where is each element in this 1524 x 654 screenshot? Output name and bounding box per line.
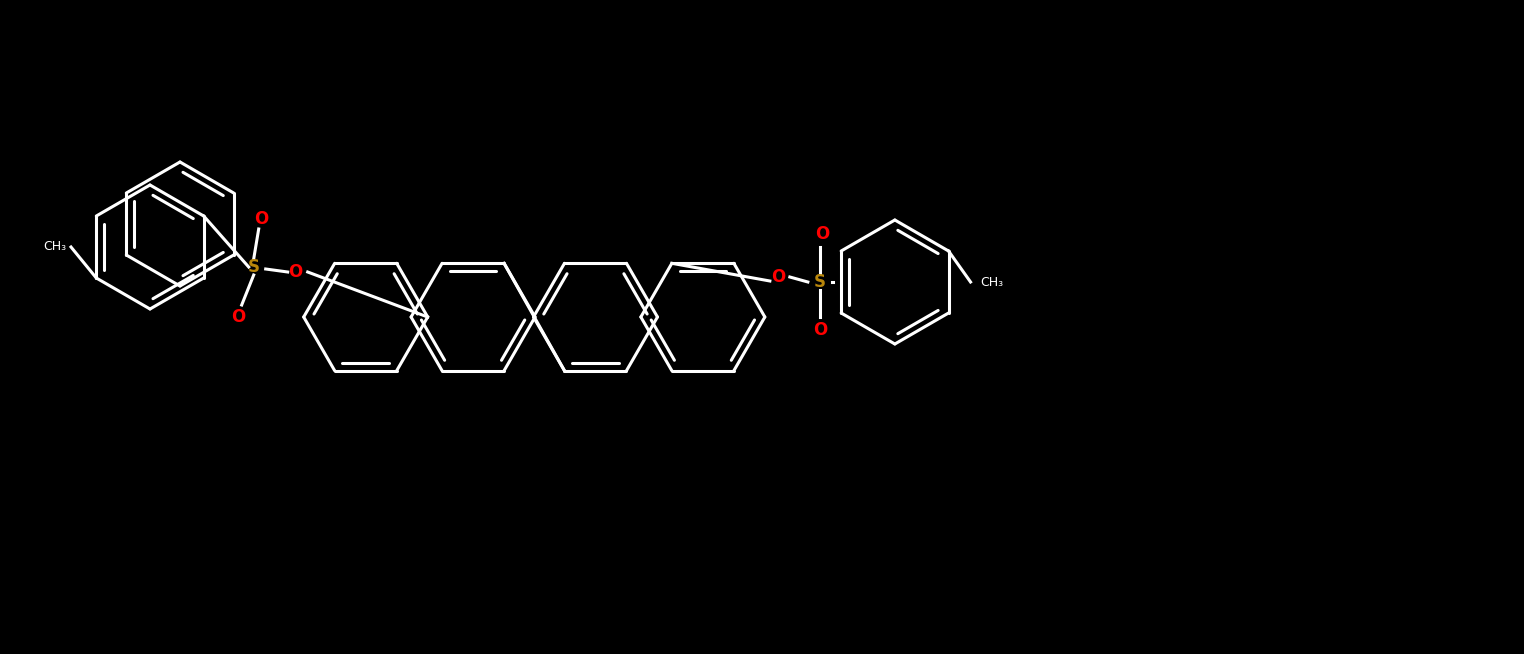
Text: O: O (812, 321, 828, 339)
Text: O: O (255, 210, 268, 228)
Text: CH₃: CH₃ (980, 275, 1004, 288)
Text: O: O (232, 308, 245, 326)
Text: S: S (814, 273, 826, 291)
Text: O: O (815, 225, 829, 243)
Text: O: O (288, 263, 303, 281)
Text: S: S (248, 258, 259, 276)
Text: CH₃: CH₃ (43, 241, 66, 254)
Text: O: O (771, 268, 785, 286)
